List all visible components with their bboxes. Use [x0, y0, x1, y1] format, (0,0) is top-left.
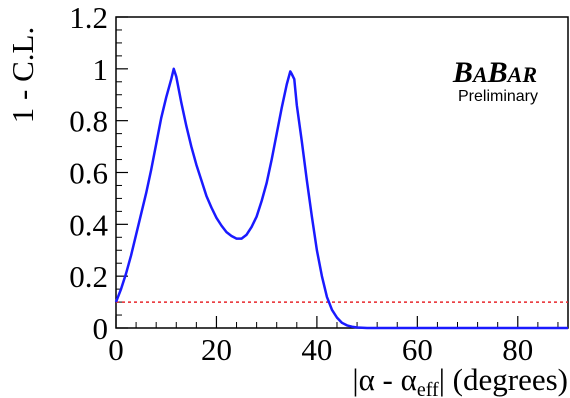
- y-axis-title: 1 - C.L.: [5, 27, 40, 123]
- y-tick-label: 0: [93, 311, 109, 346]
- x-axis-title: |α - αeff| (degrees): [352, 362, 568, 398]
- y-tick-label: 0.4: [69, 207, 108, 242]
- y-tick-labels: 0 0.2 0.4 0.6 0.8 1 1.2: [69, 0, 108, 346]
- axis-ticks: [115, 16, 559, 329]
- x-tick-labels: 0 20 40 60 80: [108, 332, 533, 367]
- x-tick-label: 0: [108, 332, 124, 367]
- x-tick-label: 20: [201, 332, 232, 367]
- y-tick-label: 0.8: [69, 104, 108, 139]
- y-tick-label: 0.2: [69, 259, 108, 294]
- x-tick-label: 80: [502, 332, 533, 367]
- x-tick-label: 40: [301, 332, 332, 367]
- series-line: [114, 67, 568, 330]
- preliminary-label: Preliminary: [458, 88, 538, 105]
- babar-logo: BABAR: [452, 56, 537, 89]
- y-tick-label: 1: [93, 52, 109, 87]
- y-tick-label: 0.6: [69, 156, 108, 191]
- x-tick-label: 60: [402, 332, 433, 367]
- y-tick-label: 1.2: [69, 0, 108, 35]
